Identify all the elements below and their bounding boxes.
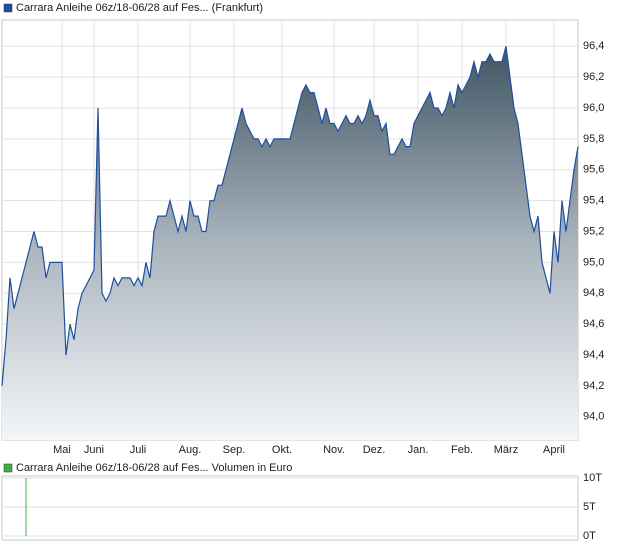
x-tick-label: Nov. (323, 444, 345, 456)
legend-swatch (3, 3, 13, 13)
x-tick-label: Juli (130, 444, 147, 456)
y-tick-label: 95,8 (583, 133, 604, 145)
x-tick-label: Dez. (363, 444, 386, 456)
legend-label: Carrara Anleihe 06z/18-06/28 auf Fes... … (16, 462, 292, 474)
x-tick-label: Okt. (272, 444, 292, 456)
y-tick-label: 96,2 (583, 71, 604, 83)
x-tick-label: Mai (53, 444, 71, 456)
y-tick-label: 0T (583, 530, 596, 542)
y-tick-label: 94,0 (583, 411, 604, 423)
y-tick-label: 5T (583, 501, 596, 513)
x-tick-label: Feb. (451, 444, 473, 456)
y-tick-label: 94,6 (583, 318, 604, 330)
y-tick-label: 96,0 (583, 102, 604, 114)
x-tick-label: Aug. (179, 444, 202, 456)
y-tick-label: 95,2 (583, 225, 604, 237)
y-tick-label: 96,4 (583, 40, 604, 52)
x-tick-label: April (543, 444, 565, 456)
y-tick-label: 10T (583, 472, 602, 484)
area (2, 46, 578, 440)
y-tick-label: 95,0 (583, 256, 604, 268)
legend-label: Carrara Anleihe 06z/18-06/28 auf Fes... … (16, 2, 263, 14)
x-tick-label: Jan. (408, 444, 429, 456)
y-tick-label: 94,2 (583, 380, 604, 392)
volume-bar (25, 478, 27, 536)
plot-area (1, 475, 579, 541)
y-tick-label: 94,8 (583, 287, 604, 299)
x-tick-label: März (494, 444, 518, 456)
x-tick-label: Sep. (223, 444, 246, 456)
y-tick-label: 95,4 (583, 195, 604, 207)
y-tick-label: 94,4 (583, 349, 604, 361)
x-tick-label: Juni (84, 444, 104, 456)
price-line (1, 46, 579, 387)
y-tick-label: 95,6 (583, 164, 604, 176)
legend-swatch (3, 463, 13, 473)
